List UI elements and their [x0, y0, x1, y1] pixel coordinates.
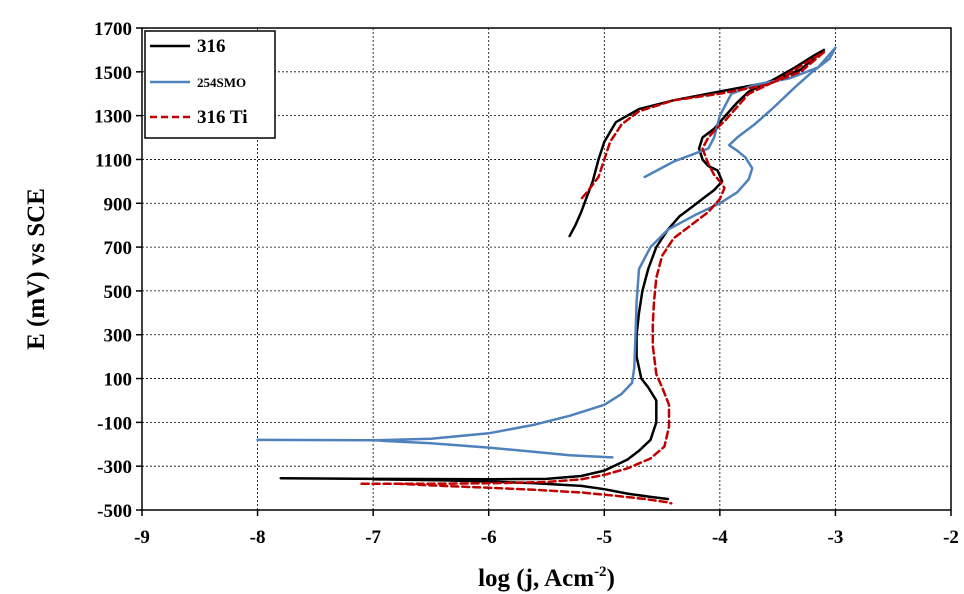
tick-labels: -9 -8 -7 -6 -5 -4 -3 -2 -500 -300 -100 100 300 500 700…	[94, 19, 959, 548]
x-tick-label: -6	[481, 527, 497, 548]
series-line-254smo	[256, 46, 837, 459]
y-tick-label: -300	[97, 457, 132, 478]
y-tick-label: 100	[104, 370, 133, 391]
x-tick-label: -4	[712, 527, 728, 548]
y-tick-label: 300	[104, 326, 133, 347]
x-axis-title-superscript: -2	[594, 564, 607, 580]
x-axis-title-main: log (j, Acm	[478, 565, 594, 592]
y-tick-label: 900	[104, 194, 133, 215]
x-tick-label: -9	[134, 527, 150, 548]
y-tick-label: -100	[97, 413, 132, 434]
y-tick-label: 1100	[95, 150, 132, 171]
x-tick-label: -5	[596, 527, 612, 548]
y-tick-label: 1500	[94, 63, 132, 84]
legend: 316 254SMO 316 Ti	[144, 30, 276, 139]
y-tick-label: 500	[104, 282, 133, 303]
series-line-316-ti	[360, 50, 826, 505]
legend-label-316ti: 316 Ti	[197, 107, 248, 128]
y-tick-label: 700	[104, 238, 133, 259]
y-tick-label: 1300	[94, 107, 132, 128]
plot-area-border	[141, 27, 952, 511]
legend-label-316: 316	[197, 36, 226, 57]
y-tick-label: 1700	[94, 19, 132, 40]
x-tick-label: -7	[365, 527, 381, 548]
y-axis-title: E (mV) vs SCE	[23, 188, 50, 350]
x-tick-label: -2	[943, 527, 959, 548]
legend-label-254smo: 254SMO	[197, 75, 246, 90]
y-tick-label: -500	[97, 501, 132, 522]
legend-box	[144, 30, 276, 139]
x-axis-title: log (j, Acm-2)	[478, 564, 615, 592]
x-axis-title-close: )	[607, 565, 615, 592]
x-tick-label: -8	[250, 527, 266, 548]
gridlines	[142, 28, 951, 510]
series-layer	[256, 46, 837, 505]
x-tick-label: -3	[828, 527, 844, 548]
